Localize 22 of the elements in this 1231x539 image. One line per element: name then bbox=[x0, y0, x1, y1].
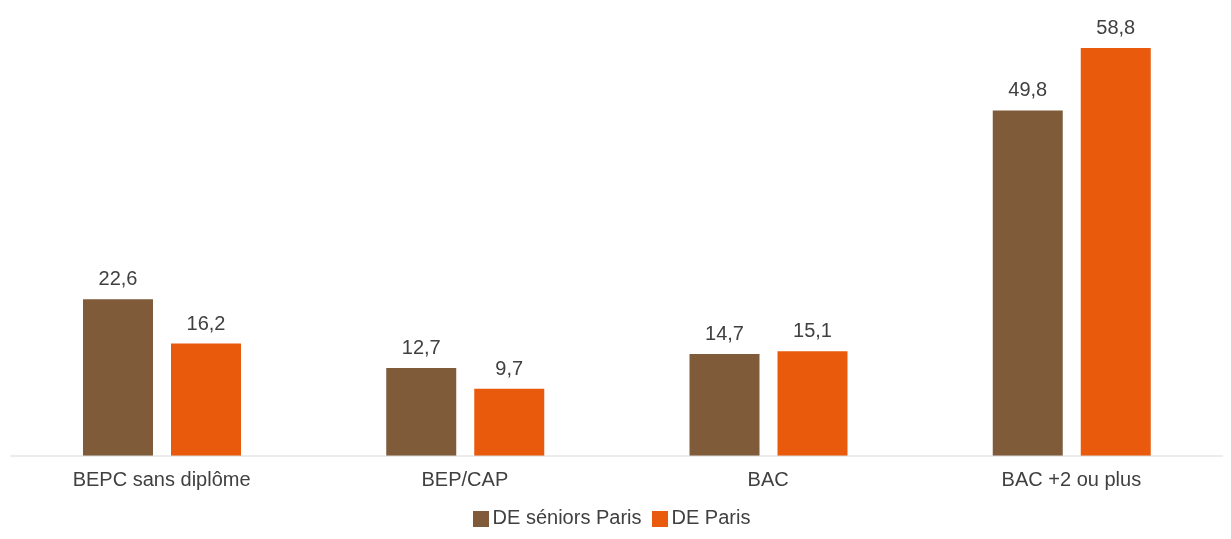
x-tick-label: BAC bbox=[747, 468, 789, 491]
bar bbox=[386, 367, 457, 456]
bar bbox=[171, 343, 241, 456]
data-label: 58,8 bbox=[1096, 16, 1136, 38]
data-label: 49,8 bbox=[1008, 78, 1048, 101]
x-tick-label: BAC +2 ou plus bbox=[1001, 468, 1142, 491]
data-label: 14,7 bbox=[705, 322, 744, 344]
x-tick-label: BEPC sans diplôme bbox=[72, 468, 251, 491]
bar bbox=[689, 354, 760, 456]
legend-label: DE séniors Paris bbox=[492, 506, 642, 528]
bar bbox=[1080, 48, 1151, 456]
bar bbox=[992, 110, 1063, 456]
data-label: 9,7 bbox=[495, 356, 524, 379]
legend-label: DE Paris bbox=[671, 506, 751, 528]
data-label: 16,2 bbox=[186, 311, 226, 334]
bar bbox=[83, 299, 153, 456]
bar bbox=[474, 388, 545, 456]
x-tick-label: BEP/CAP bbox=[421, 468, 509, 491]
bar bbox=[777, 351, 848, 456]
data-label: 22,6 bbox=[98, 267, 138, 290]
data-label: 12,7 bbox=[401, 335, 441, 358]
data-label: 15,1 bbox=[793, 319, 832, 342]
